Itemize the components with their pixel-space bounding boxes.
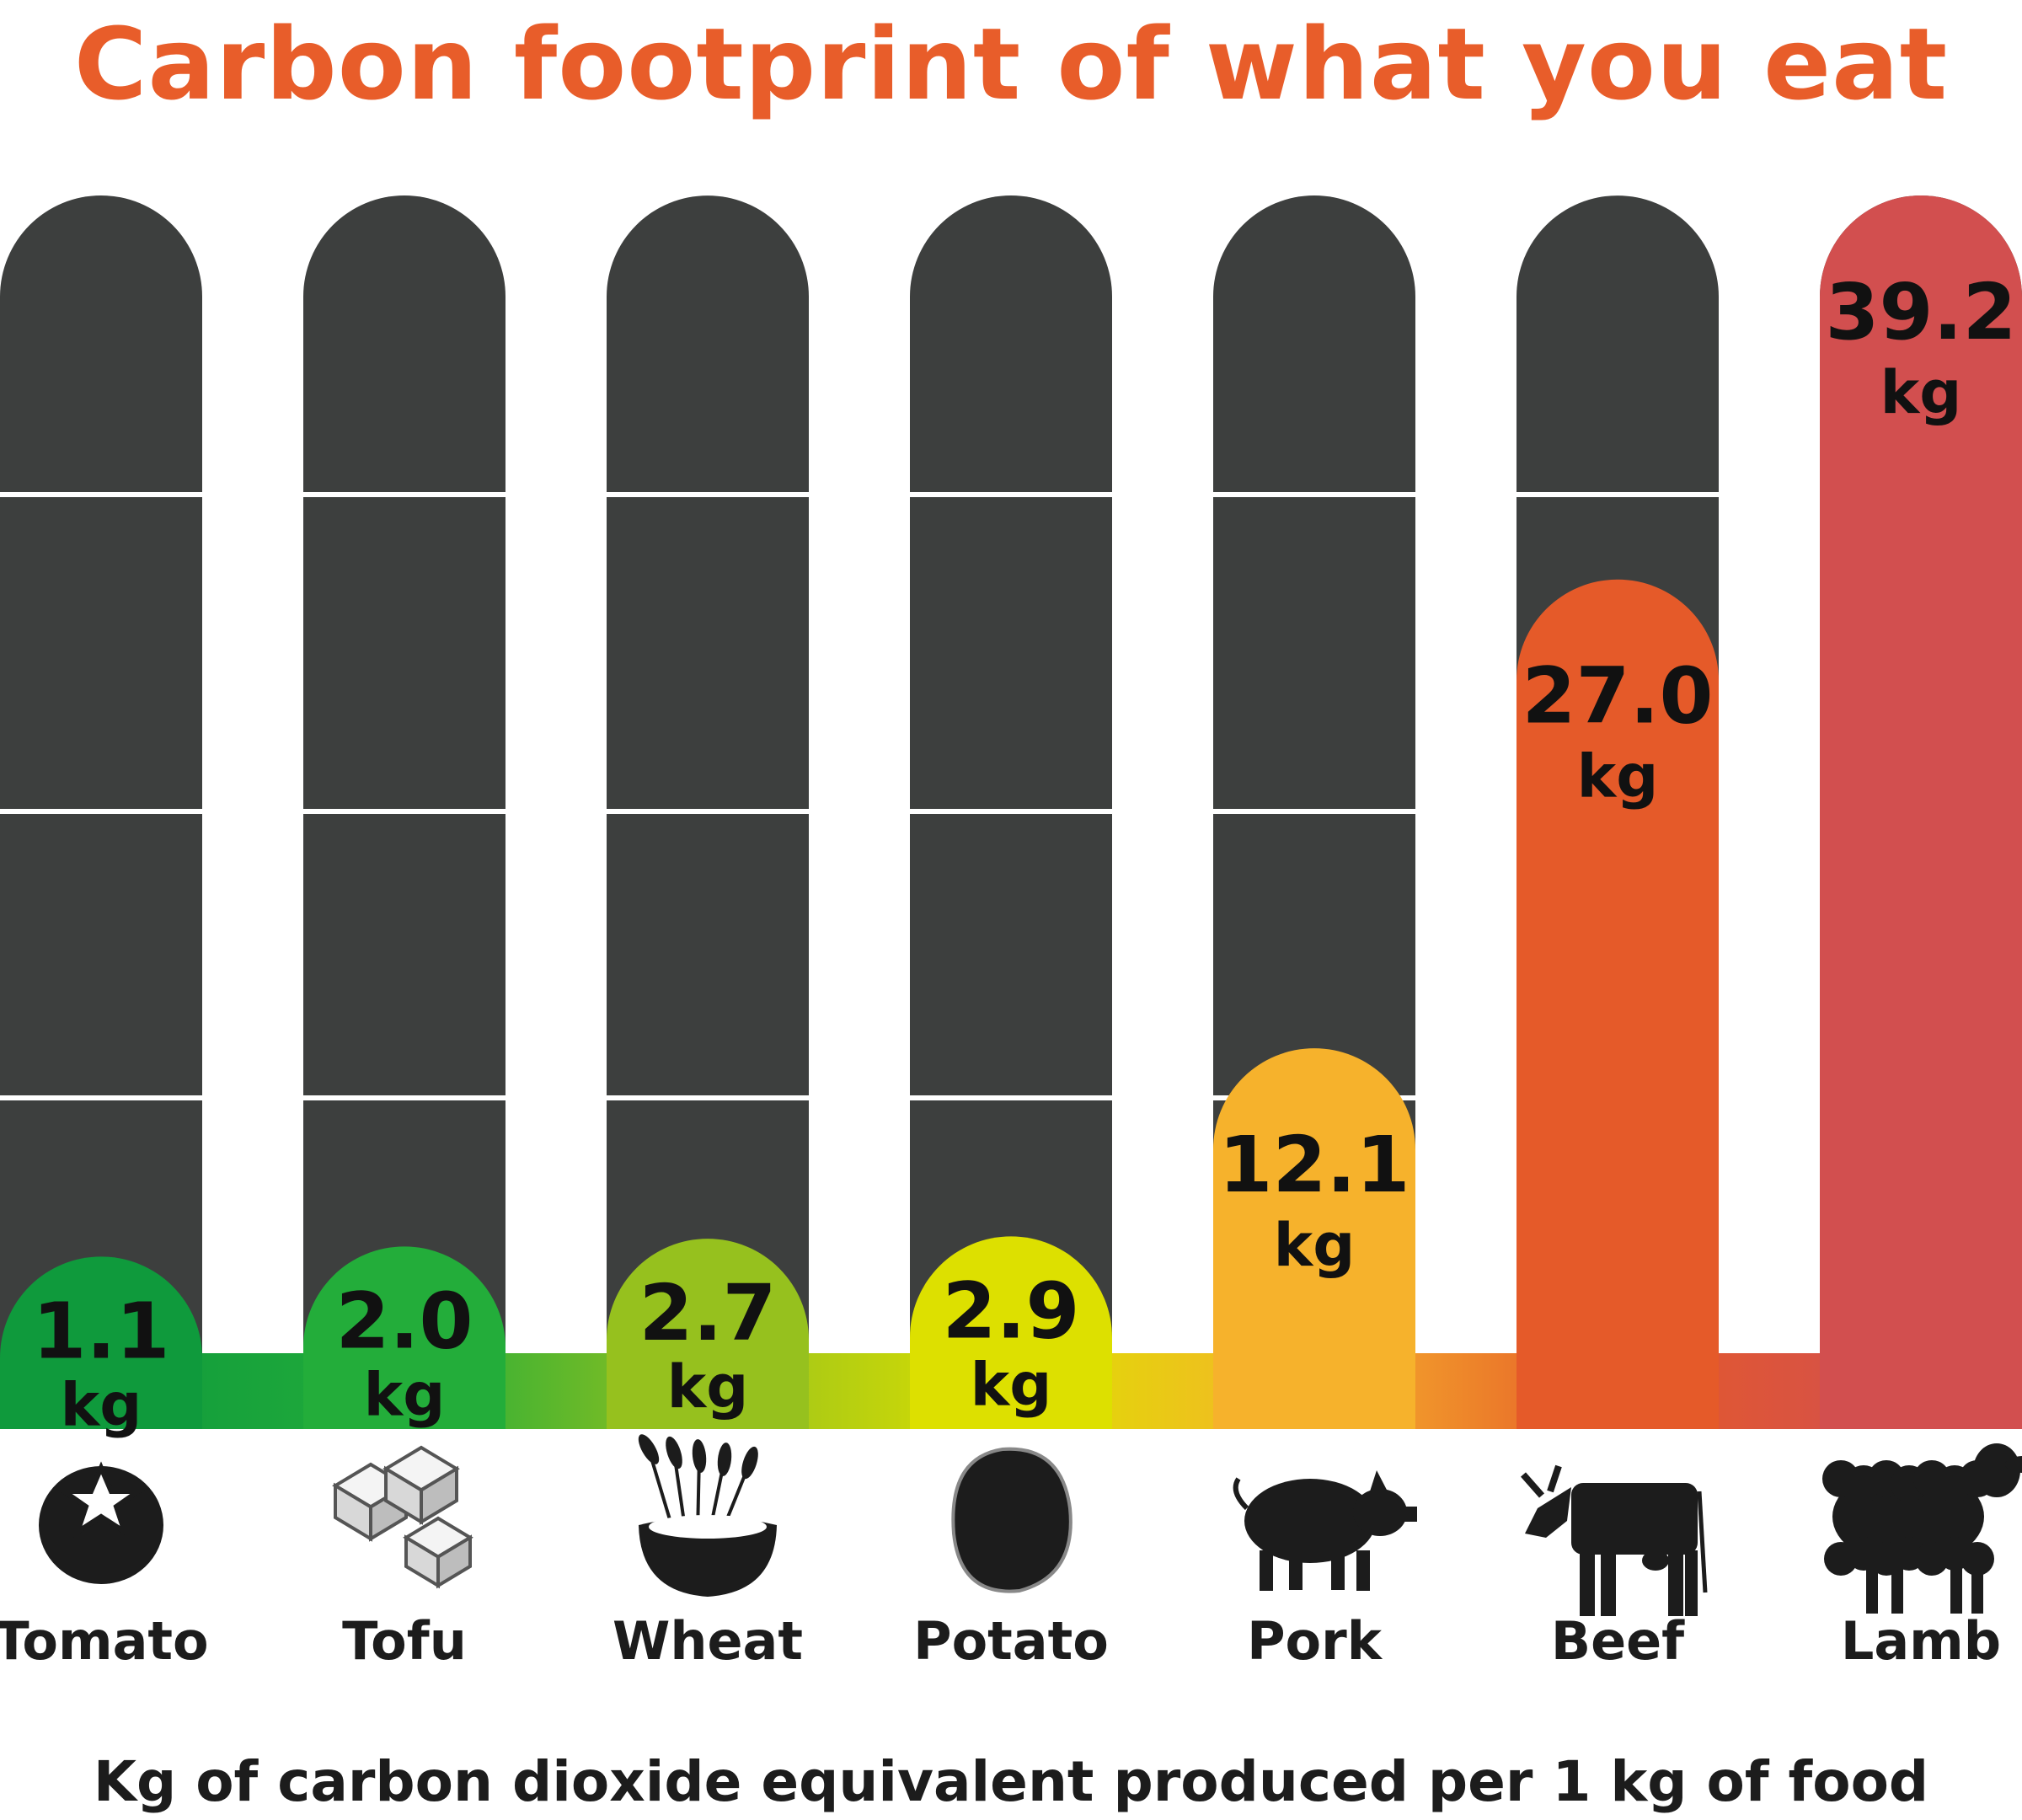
gridline — [910, 1095, 1112, 1100]
bar-beef — [1516, 579, 1719, 1429]
value-label-tomato: 1.1 — [33, 1286, 170, 1376]
value-label-potato: 2.9 — [943, 1266, 1080, 1356]
wheat-bowl-icon — [638, 1434, 777, 1597]
value-label-lamb: 39.2 — [1826, 267, 2017, 357]
bar-lamb — [1820, 195, 2022, 1429]
bar-tomato — [0, 1256, 202, 1429]
bar-pork — [1213, 1048, 1415, 1429]
gridline — [910, 492, 1112, 497]
gridline — [0, 1095, 202, 1100]
gridline — [0, 492, 202, 497]
category-label-tofu: Tofu — [342, 1610, 467, 1672]
tomato-icon — [39, 1461, 163, 1584]
unit-label-potato: kg — [971, 1350, 1052, 1419]
pig-icon — [1233, 1470, 1417, 1591]
category-label-tomato: Tomato — [0, 1610, 209, 1672]
tofu-icon — [332, 1445, 473, 1589]
unit-label-beef: kg — [1577, 742, 1659, 811]
value-label-pork: 12.1 — [1219, 1120, 1410, 1210]
bar-wheat — [607, 1239, 809, 1429]
sheep-icon — [1822, 1443, 2022, 1614]
gridline — [1213, 492, 1415, 497]
potato-icon — [951, 1447, 1073, 1593]
unit-label-wheat: kg — [667, 1352, 749, 1421]
unit-label-tofu: kg — [364, 1360, 446, 1429]
chart-footnote: Kg of carbon dioxide equivalent produced… — [93, 1749, 1929, 1814]
value-label-wheat: 2.7 — [639, 1268, 777, 1358]
unit-label-tomato: kg — [61, 1370, 142, 1439]
gridline — [303, 1095, 506, 1100]
value-label-tofu: 2.0 — [336, 1276, 473, 1366]
gridline — [607, 492, 809, 497]
chart-title: Carbon footprint of what you eat — [73, 6, 1949, 122]
gridline — [910, 809, 1112, 814]
cow-icon — [1520, 1464, 1708, 1616]
gridline — [1516, 492, 1719, 497]
gridline — [1213, 809, 1415, 814]
gridline — [303, 809, 506, 814]
category-label-beef: Beef — [1550, 1610, 1685, 1672]
category-label-pork: Pork — [1247, 1610, 1382, 1672]
bar-tofu — [303, 1246, 506, 1429]
unit-label-pork: kg — [1274, 1211, 1356, 1280]
bar-potato — [910, 1236, 1112, 1429]
gridline — [0, 809, 202, 814]
category-label-wheat: Wheat — [612, 1610, 804, 1672]
category-label-lamb: Lamb — [1840, 1610, 2002, 1672]
value-label-beef: 27.0 — [1522, 651, 1714, 741]
gridline — [303, 492, 506, 497]
gridline — [607, 1095, 809, 1100]
unit-label-lamb: kg — [1880, 358, 1962, 427]
category-label-potato: Potato — [913, 1610, 1109, 1672]
gridline — [607, 809, 809, 814]
